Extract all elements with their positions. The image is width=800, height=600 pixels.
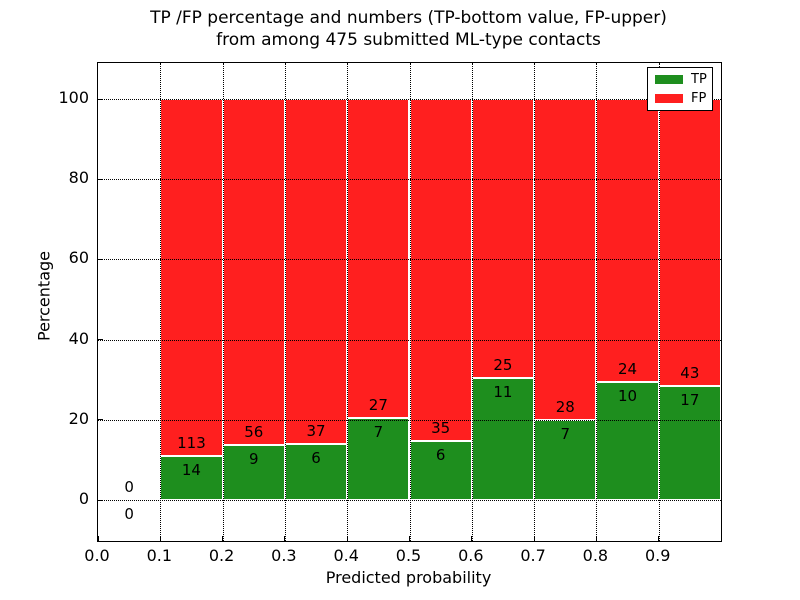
y-tickmark	[98, 339, 103, 341]
fp-count-annotation: 37	[306, 422, 326, 441]
tp-bar-segment	[471, 377, 535, 501]
y-tickmark	[98, 98, 103, 100]
y-tick-label: 0	[78, 489, 89, 509]
fp-bar-segment	[160, 99, 223, 456]
x-tickmark	[533, 536, 535, 541]
annotations-layer: 0 0 113 14 56 9 37 6 27 7 35 6 25 11 28 7 24 10 43 17	[98, 63, 721, 541]
x-tick-label: 0.1	[146, 546, 173, 565]
x-tick-label: 0.3	[271, 546, 297, 565]
tp-count-annotation: 7	[373, 422, 384, 441]
legend-box: TP FP	[647, 67, 713, 111]
tp-count-annotation: 7	[560, 424, 571, 443]
fp-count-annotation: 56	[244, 422, 264, 441]
tp-bar-segment	[160, 455, 223, 501]
vertical-gridline	[596, 63, 598, 541]
tp-count-annotation: 11	[493, 382, 513, 401]
plot-area: 0 0 113 14 56 9 37 6 27 7 35 6 25 11 28 7 24 10 43 17	[97, 62, 722, 542]
x-tickmark	[97, 536, 99, 541]
x-tickmark	[346, 536, 348, 541]
x-tickmark	[159, 536, 161, 541]
vertical-gridline	[160, 63, 162, 541]
vertical-gridline	[534, 63, 536, 541]
legend-entry-fp: FP	[648, 92, 712, 105]
fp-count-annotation: 28	[555, 397, 575, 416]
tp-count-annotation: 6	[311, 449, 321, 468]
y-tick-label: 20	[68, 408, 89, 428]
x-tick-label: 0.4	[333, 546, 359, 565]
y-tickmark	[98, 178, 103, 180]
x-tickmark	[409, 536, 410, 541]
y-tickmark	[98, 258, 103, 260]
vertical-gridline	[409, 63, 411, 541]
chart-title-line-2: from among 475 submitted ML-type contact…	[216, 30, 601, 50]
vertical-gridline	[471, 63, 473, 541]
tp-count-annotation: 0	[124, 505, 134, 524]
tp-count-annotation: 6	[435, 446, 446, 465]
chart-title-line-1: TP /FP percentage and numbers (TP-bottom…	[150, 8, 667, 28]
fp-count-annotation: 113	[177, 433, 206, 452]
fp-bar-segment	[409, 99, 472, 442]
vertical-gridline	[658, 63, 660, 541]
bars-layer	[98, 63, 721, 541]
fp-bar-segment	[222, 99, 285, 445]
y-tickmark	[98, 419, 103, 421]
x-tick-label: 0.2	[208, 546, 235, 565]
x-tick-label: 0.0	[84, 546, 110, 565]
vertical-gridline	[222, 63, 224, 541]
legend-label-fp: FP	[691, 90, 707, 106]
tickmarks-layer	[97, 63, 721, 541]
fp-bar-segment	[471, 99, 535, 378]
x-tick-label: 0.5	[395, 546, 422, 565]
fp-color-swatch	[655, 93, 683, 103]
fp-count-annotation: 25	[493, 355, 513, 374]
legend-label-tp: TP	[691, 72, 707, 88]
vertical-gridline	[347, 63, 349, 541]
tp-count-annotation: 17	[680, 391, 700, 410]
x-axis-label: Predicted probability	[325, 568, 492, 587]
grid-layer	[98, 63, 721, 541]
fp-bar-segment	[534, 99, 597, 420]
x-tick-label: 0.9	[644, 546, 671, 565]
fp-bar-segment	[347, 99, 410, 418]
x-tickmark	[284, 536, 286, 541]
legend-entry-tp: TP	[648, 73, 712, 86]
tp-count-annotation: 10	[618, 387, 638, 406]
tp-count-annotation: 9	[248, 449, 259, 468]
fp-count-annotation: 43	[680, 364, 700, 383]
y-tickmark	[98, 499, 103, 501]
y-tick-label: 100	[58, 88, 89, 108]
y-tick-label: 60	[68, 248, 89, 268]
fp-count-annotation: 35	[431, 419, 451, 438]
fp-count-annotation: 0	[124, 478, 134, 497]
y-tick-label: 40	[68, 328, 89, 348]
fp-count-annotation: 24	[618, 360, 638, 379]
x-tickmark	[222, 536, 224, 541]
x-tickmark	[595, 536, 597, 541]
x-tick-label: 0.6	[458, 546, 484, 565]
x-tick-label: 0.7	[520, 546, 546, 565]
tp-count-annotation: 14	[181, 460, 201, 479]
y-tick-label: 80	[68, 168, 89, 188]
fp-count-annotation: 27	[368, 395, 388, 414]
fp-bar-segment	[284, 99, 348, 445]
x-tickmark	[471, 536, 473, 541]
x-tick-label: 0.8	[582, 546, 609, 565]
tp-bar-segment	[658, 386, 721, 501]
x-tickmark	[658, 536, 660, 541]
vertical-gridline	[284, 63, 286, 541]
tp-color-swatch	[655, 75, 683, 85]
